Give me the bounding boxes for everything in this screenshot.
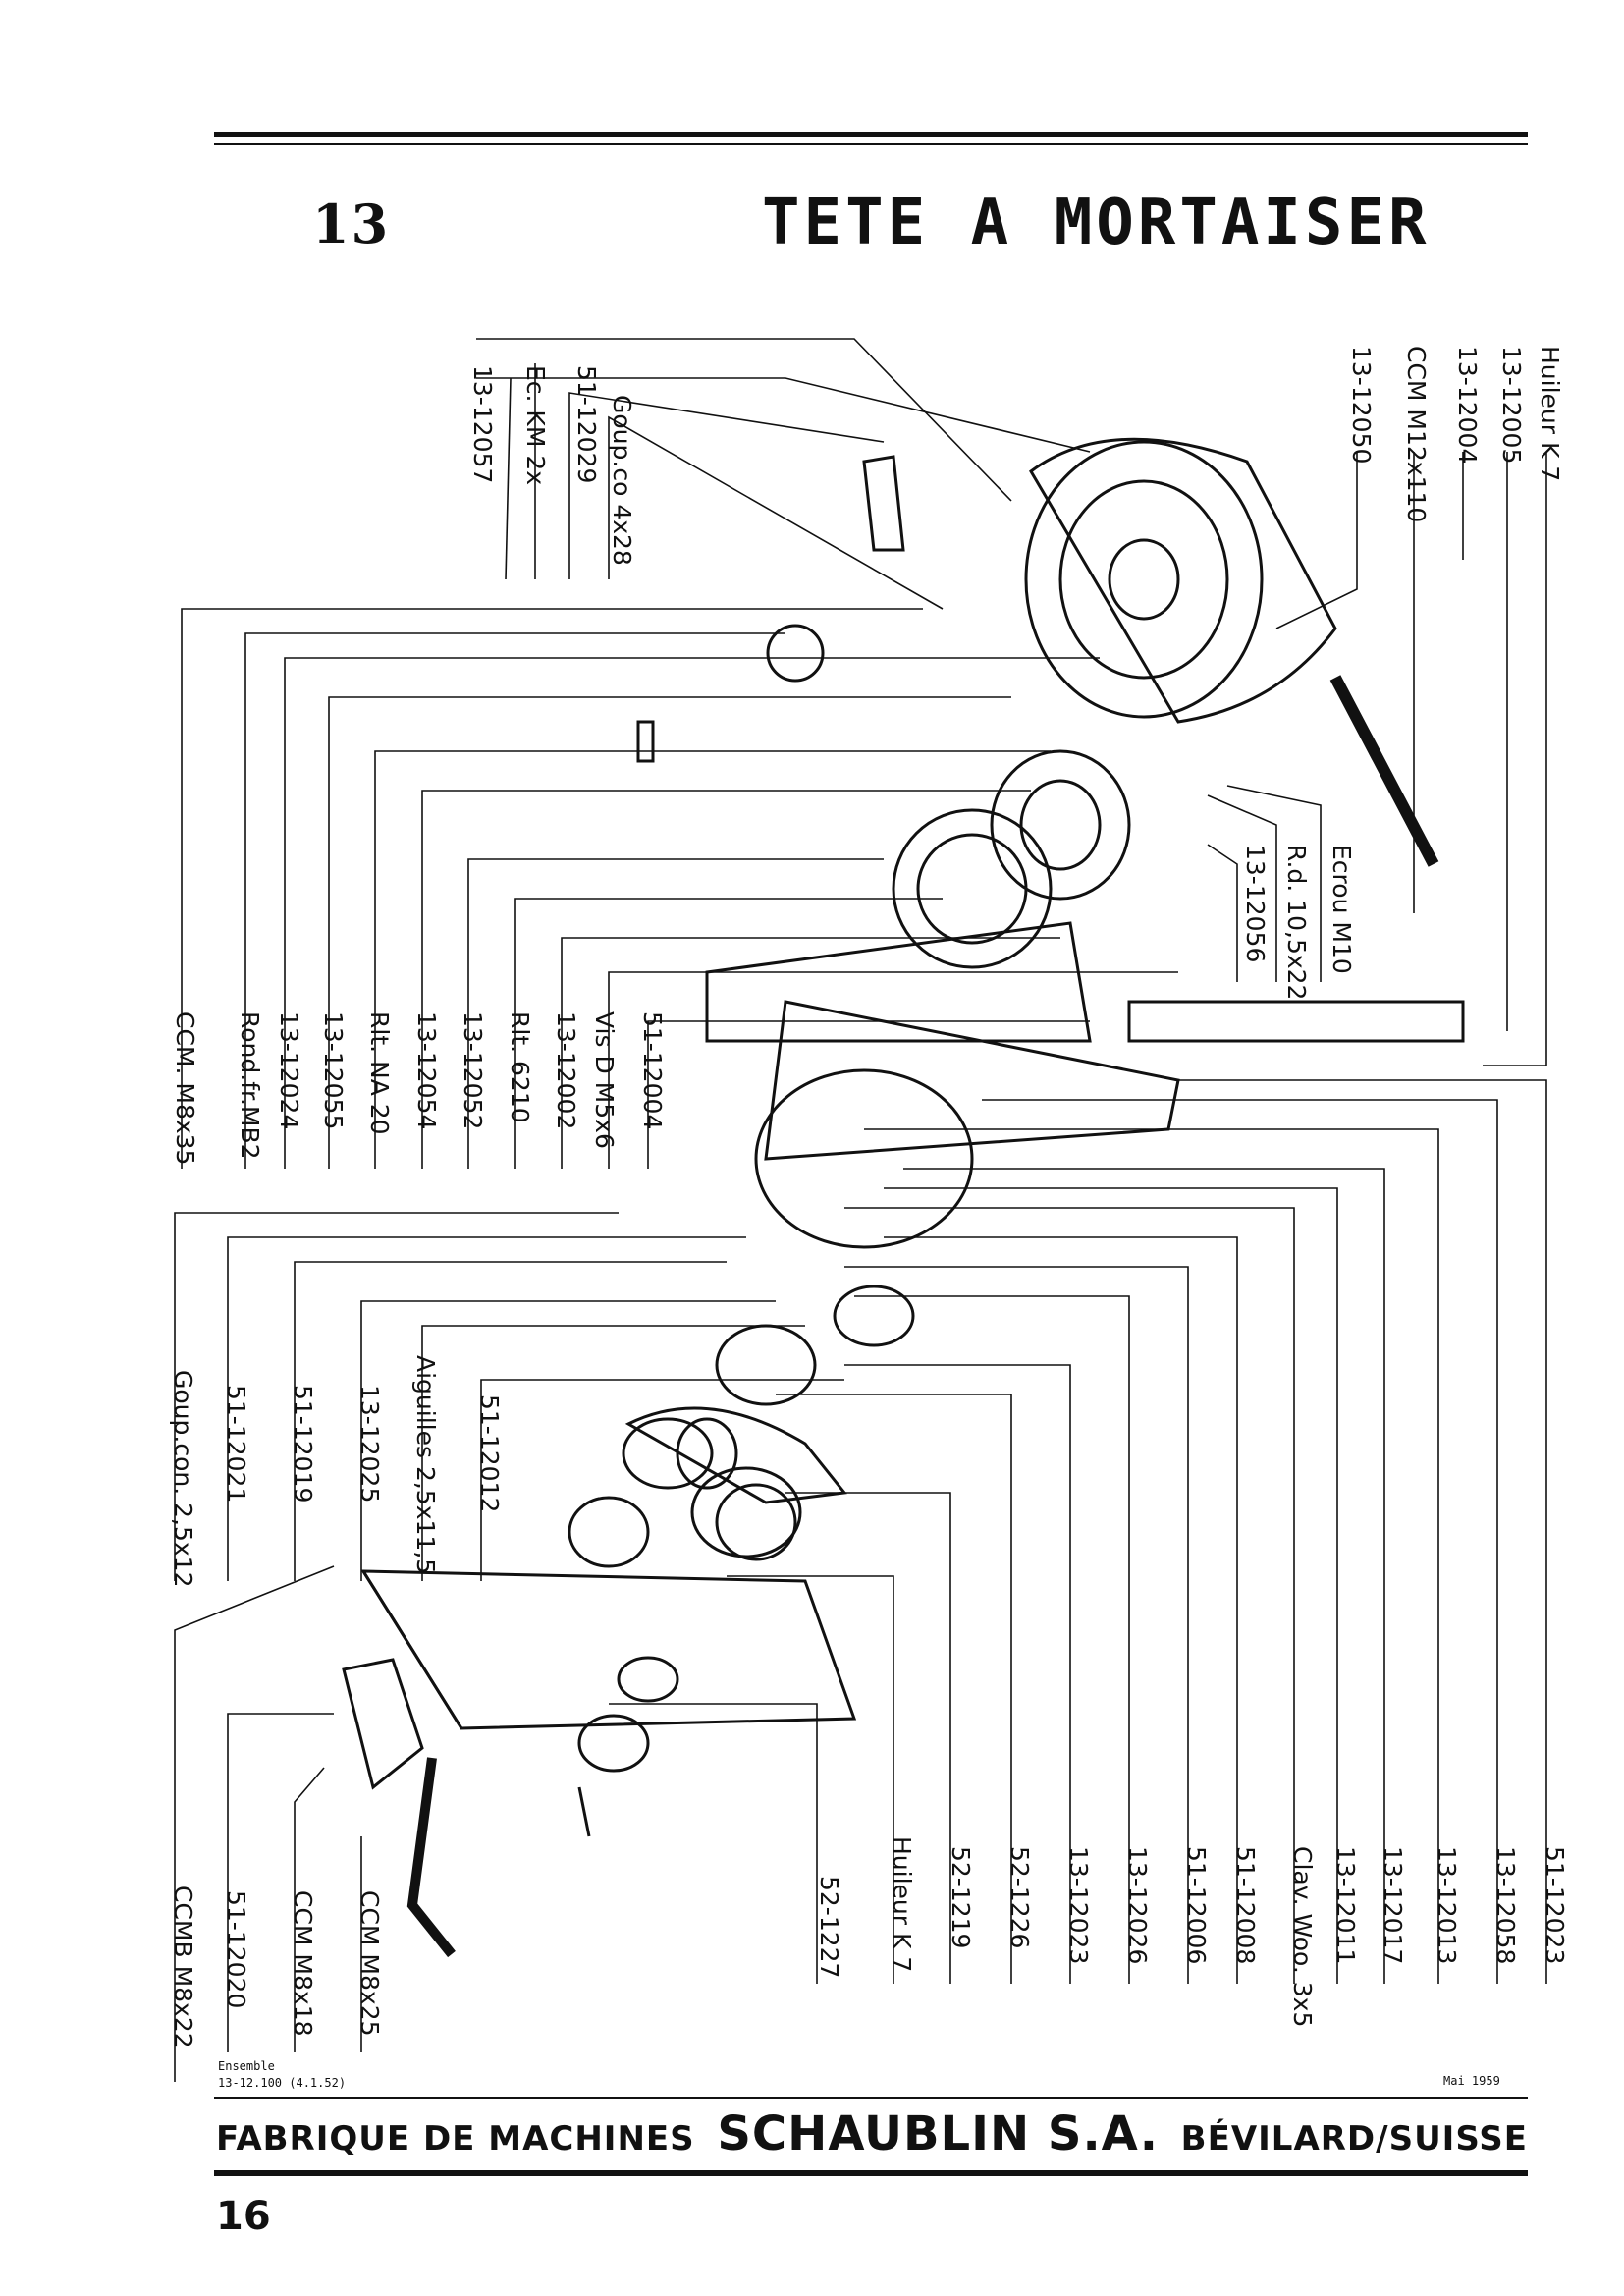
- footer-bottom-rule: [214, 2170, 1528, 2176]
- part-label-51-12006: 51-12006: [1182, 1846, 1211, 1964]
- company-footer: FABRIQUE DE MACHINES SCHAUBLIN S.A. BÉVI…: [216, 2106, 1528, 2161]
- part-label-51-12023: 51-12023: [1541, 1846, 1569, 1964]
- section-number: 13: [312, 192, 391, 255]
- part-label-13-12002: 13-12002: [552, 1011, 580, 1129]
- part-label-ccm-m8x35: CCM. M8x35: [171, 1011, 199, 1165]
- part-label-vis-d-m5x6: Vis D M5x6: [590, 1011, 619, 1149]
- part-label-52-1227: 52-1227: [815, 1876, 843, 1978]
- part-label-rd-10-5x22: R.d. 10,5x22: [1282, 845, 1311, 1000]
- part-label-ecrou-m10: Ecrou M10: [1327, 845, 1356, 974]
- part-label-51-12020: 51-12020: [222, 1890, 250, 2008]
- page-title: TETE A MORTAISER: [762, 187, 1431, 259]
- part-label-51-12008: 51-12008: [1231, 1846, 1260, 1964]
- part-label-13-12013: 13-12013: [1433, 1846, 1461, 1964]
- ensemble-reference: 13-12.100 (4.1.52): [218, 2076, 347, 2090]
- label-group-bottom-left: CCMB M8x22 51-12020 CCM M8x18 CCM M8x25: [169, 1886, 384, 2049]
- footer-top-rule: [214, 2097, 1528, 2099]
- part-label-51-12012: 51-12012: [475, 1394, 504, 1512]
- part-label-13-12026: 13-12026: [1123, 1846, 1152, 1964]
- page-number: 16: [216, 2194, 271, 2239]
- part-label-ccmb-m8x22: CCMB M8x22: [169, 1886, 197, 2049]
- part-label-huileur-k7-top: Huileur K 7: [1536, 346, 1564, 481]
- part-label-13-12004: 13-12004: [1453, 346, 1482, 464]
- part-label-rond-fr-mb2: Rond.fr.MB2: [236, 1011, 264, 1160]
- part-label-clav-woo-3x5: Clav. Woo. 3x5: [1288, 1846, 1317, 2027]
- part-label-51-12029: 51-12029: [572, 365, 601, 483]
- part-label-13-12017: 13-12017: [1379, 1846, 1407, 1964]
- part-label-51-12019: 51-12019: [289, 1385, 317, 1503]
- ensemble-label: Ensemble: [218, 2059, 275, 2073]
- part-label-13-12055: 13-12055: [319, 1011, 348, 1129]
- part-label-13-12023: 13-12023: [1064, 1846, 1093, 1964]
- part-label-rlt-na-20: Rlt. NA 20: [365, 1011, 394, 1135]
- top-rule: [214, 132, 1528, 137]
- part-label-aiguilles-2-5x11-5: Aiguilles 2,5x11,5: [411, 1355, 440, 1574]
- label-group-bottom-right: 52-1227 Huileur K 7 52-1219 52-1226 13-1…: [815, 1836, 1569, 2027]
- label-group-top-right: 13-12050 CCM M12x110 13-12004 13-12005 H…: [1347, 346, 1564, 522]
- part-label-13-12057: 13-12057: [468, 365, 497, 483]
- part-label-13-12011: 13-12011: [1331, 1846, 1360, 1964]
- part-label-13-12056: 13-12056: [1241, 845, 1270, 962]
- company-name: SCHAUBLIN S.A.: [717, 2106, 1159, 2161]
- company-prefix: FABRIQUE DE MACHINES: [216, 2119, 695, 2159]
- label-group-lower-left: Goup.con. 2,5x12 51-12021 51-12019 13-12…: [169, 1355, 504, 1587]
- part-label-52-1226: 52-1226: [1005, 1846, 1034, 1948]
- publication-date: Mai 1959: [1443, 2074, 1500, 2088]
- part-label-ccm-m8x18: CCM M8x18: [289, 1890, 317, 2037]
- part-label-13-12050: 13-12050: [1347, 346, 1376, 464]
- part-label-13-12024: 13-12024: [275, 1011, 303, 1129]
- mechanical-parts: [342, 437, 1465, 1958]
- part-label-goup-co-4x28: Goup.co 4x28: [608, 395, 636, 566]
- part-label-ccm-m8x25: CCM M8x25: [355, 1890, 384, 2037]
- part-label-51-12004: 51-12004: [638, 1011, 667, 1129]
- part-label-ec-km-2x: Ec. KM 2x: [521, 365, 550, 485]
- part-label-13-12005: 13-12005: [1497, 346, 1526, 464]
- leader-lines: [174, 338, 1547, 2082]
- label-group-middle-right: 13-12056 R.d. 10,5x22 Ecrou M10: [1241, 845, 1356, 1000]
- top-rule-thin: [214, 143, 1528, 145]
- part-label-52-1219: 52-1219: [947, 1846, 975, 1948]
- label-group-top-left: 13-12057 Ec. KM 2x 51-12029 Goup.co 4x28: [468, 365, 636, 566]
- part-label-13-12058: 13-12058: [1491, 1846, 1520, 1964]
- part-label-51-12021: 51-12021: [222, 1385, 250, 1503]
- part-label-13-12025: 13-12025: [355, 1385, 384, 1503]
- part-label-13-12052: 13-12052: [459, 1011, 487, 1129]
- part-label-ccm-m12x110: CCM M12x110: [1402, 346, 1431, 522]
- part-label-huileur-k7-bottom: Huileur K 7: [888, 1836, 916, 1972]
- part-label-13-12054: 13-12054: [412, 1011, 441, 1129]
- part-label-goup-con-2-5x12: Goup.con. 2,5x12: [169, 1370, 197, 1587]
- company-location: BÉVILARD/SUISSE: [1180, 2119, 1528, 2159]
- label-group-middle-left: CCM. M8x35 Rond.fr.MB2 13-12024 13-12055…: [171, 1011, 667, 1165]
- part-label-rlt-6210: Rlt. 6210: [506, 1011, 534, 1123]
